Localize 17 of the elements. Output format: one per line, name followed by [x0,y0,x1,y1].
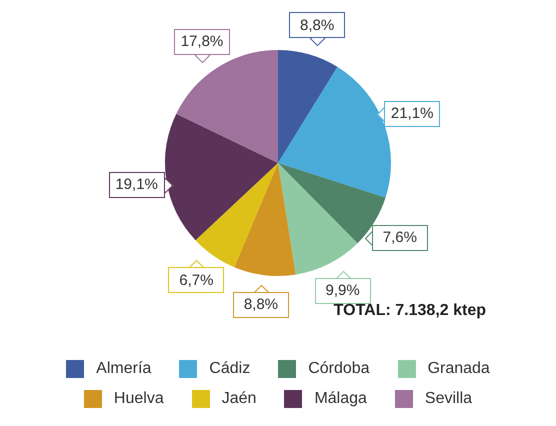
data-label: 8,8% [289,12,346,38]
data-label: 9,9% [314,278,371,304]
data-label: 19,1% [108,172,165,198]
data-label: 17,8% [174,28,230,55]
legend-label: Huelva [114,390,164,408]
data-label: 8,8% [232,292,289,318]
data-label: 7,6% [372,224,428,251]
data-label: 6,7% [168,267,224,294]
text: TOTAL: 7.138,2 ktep [334,302,486,320]
legend-label: Almería [96,360,152,378]
legend-label: Jaén [222,390,256,408]
data-label: 21,1% [384,100,440,127]
legend-label: Málaga [314,390,367,408]
legend-label: Sevilla [424,390,472,408]
legend-label: Granada [428,360,490,378]
legend-label: Córdoba [308,360,370,378]
legend-label: Cádiz [209,360,250,378]
